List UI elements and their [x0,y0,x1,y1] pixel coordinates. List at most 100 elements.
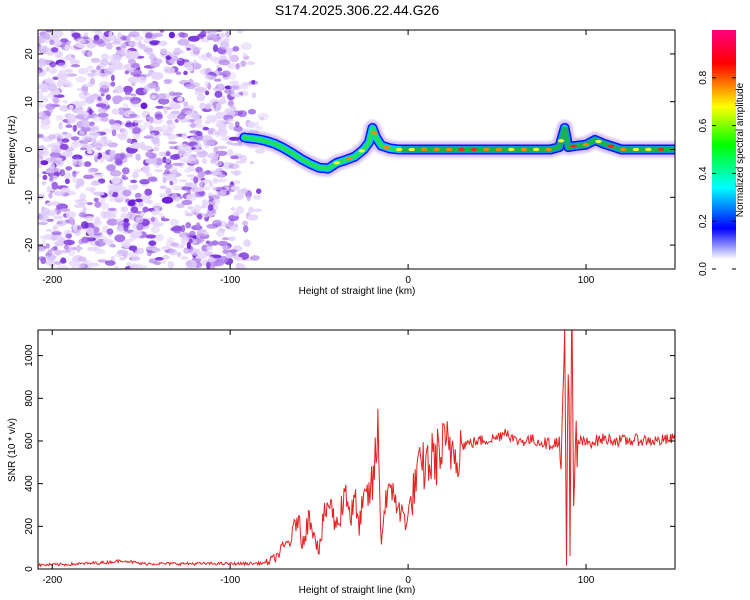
spectrogram-noise-blob [190,46,203,52]
spectrogram-noise-blob [235,263,246,269]
spectrogram-noise-blob [228,249,238,253]
spectrogram-ridge-peak [520,147,527,152]
spectrogram-noise-blob [170,110,182,115]
spectrogram-noise-blob [76,244,81,253]
spectrogram-noise-blob [252,208,262,212]
spectrogram-noise-blob [44,117,50,124]
spectrogram-noise-blob [100,117,109,122]
spectrogram-noise-blob [200,170,206,177]
spectrogram-noise-blob [204,74,212,79]
spectrogram-noise-blob [163,107,168,115]
spectrogram-noise-blob [49,162,56,170]
spectrogram-noise-blob [221,237,230,241]
spectrogram-noise-blob [184,182,193,188]
spectrogram-noise-blob [38,45,49,54]
spectrogram-noise-blob [247,214,259,221]
spectrogram-noise-blob [165,187,172,195]
spectrogram-noise-blob [103,38,111,43]
spectrogram-noise-blob [53,191,65,196]
spectrogram-noise-blob [160,48,168,55]
spectrogram-noise-blob [256,188,262,194]
spectrogram-noise-blob [82,174,94,180]
spectrogram-noise-blob [188,165,195,172]
spectrogram-noise-blob [178,179,188,183]
spectrogram-noise-blob [235,63,240,70]
spectrogram-noise-blob [142,206,149,213]
spectrogram-noise-blob [49,151,62,158]
spectrogram-noise-blob [181,199,193,206]
spectrogram-noise-blob [156,93,167,100]
spectrogram-noise-blob [223,121,230,125]
spectrogram-noise-blob [211,170,223,176]
spectrogram-noise-blob [52,175,58,180]
spectrogram-noise-blob [107,207,117,212]
spectrogram-noise-blob [64,68,73,73]
spectrogram-noise-blob [257,112,270,121]
spectrogram-noise-blob [64,172,72,180]
spectrogram-noise-blob [65,132,72,139]
spectrogram-noise-blob [80,100,87,107]
spectrogram-noise-blob [38,145,47,150]
snr-xtick-label: -200 [42,575,62,586]
spectrogram-ytick-label: 0 [24,146,35,152]
spectrogram-noise-blob [235,206,244,214]
spectrogram-noise-blob [49,263,54,267]
spectrogram-noise-blob [206,261,211,269]
spectrogram-noise-blob [172,162,184,166]
spectrogram-noise-blob [77,44,86,48]
spectrogram-noise-blob [241,187,248,194]
spectrogram-noise-blob [127,76,140,84]
spectrogram-noise-blob [227,148,234,157]
spectrogram-noise-blob [129,263,139,269]
spectrogram-noise-blob [165,51,171,55]
spectrogram-noise-blob [39,214,49,222]
spectrogram-ridge-peak [396,147,403,152]
spectrogram-noise-blob [189,209,200,213]
spectrogram-noise-blob [179,32,189,39]
spectrogram-noise-blob [66,211,76,219]
spectrogram-noise-blob [38,173,42,178]
spectrogram-noise-blob [169,218,180,226]
spectrogram-noise-blob [54,241,65,247]
spectrogram-noise-blob [90,57,101,64]
spectrogram-noise-blob [100,93,105,97]
spectrogram-noise-blob [98,81,111,89]
spectrogram-noise-blob [96,65,101,71]
spectrogram-noise-blob [236,256,243,261]
spectrogram-noise-blob [206,115,218,121]
spectrogram-noise-blob [78,212,87,218]
spectrogram-noise-blob [183,70,188,76]
spectrogram-noise-blob [167,67,176,75]
spectrogram-noise-blob [72,154,83,161]
spectrogram-noise-blob [177,96,184,102]
spectrogram-noise-blob [196,229,208,237]
spectrogram-noise-blob [207,152,220,159]
spectrogram-noise-blob [57,62,66,67]
spectrogram-noise-blob [134,198,143,203]
spectrogram-noise-blob [59,143,69,150]
spectrogram-noise-blob [52,39,62,47]
spectrogram-noise-blob [90,77,95,86]
spectrogram-noise-blob [80,126,91,132]
spectrogram-noise-blob [214,90,223,98]
spectrogram-ridge-peak [595,139,602,144]
spectrogram-noise-blob [186,189,192,195]
spectrogram-noise-blob [158,213,164,218]
spectrogram-noise-blob [110,81,116,87]
spectrogram-noise-blob [201,212,209,218]
spectrogram-noise-blob [218,32,226,39]
spectrogram-noise-blob [59,105,70,112]
spectrogram-noise-blob [194,91,204,96]
spectrogram-noise-blob [210,158,216,164]
spectrogram-noise-blob [40,123,51,130]
spectrogram-noise-blob [140,145,153,151]
spectrogram-noise-blob [40,207,51,216]
spectrogram-noise-blob [38,69,41,75]
spectrogram-noise-blob [123,103,129,109]
spectrogram-noise-blob [94,248,106,255]
spectrogram-noise-blob [176,114,186,120]
spectrogram-noise-blob [94,232,102,236]
spectrogram-noise-blob [142,199,152,204]
spectrogram-noise-blob [171,169,178,175]
spectrogram-noise-blob [145,32,153,39]
